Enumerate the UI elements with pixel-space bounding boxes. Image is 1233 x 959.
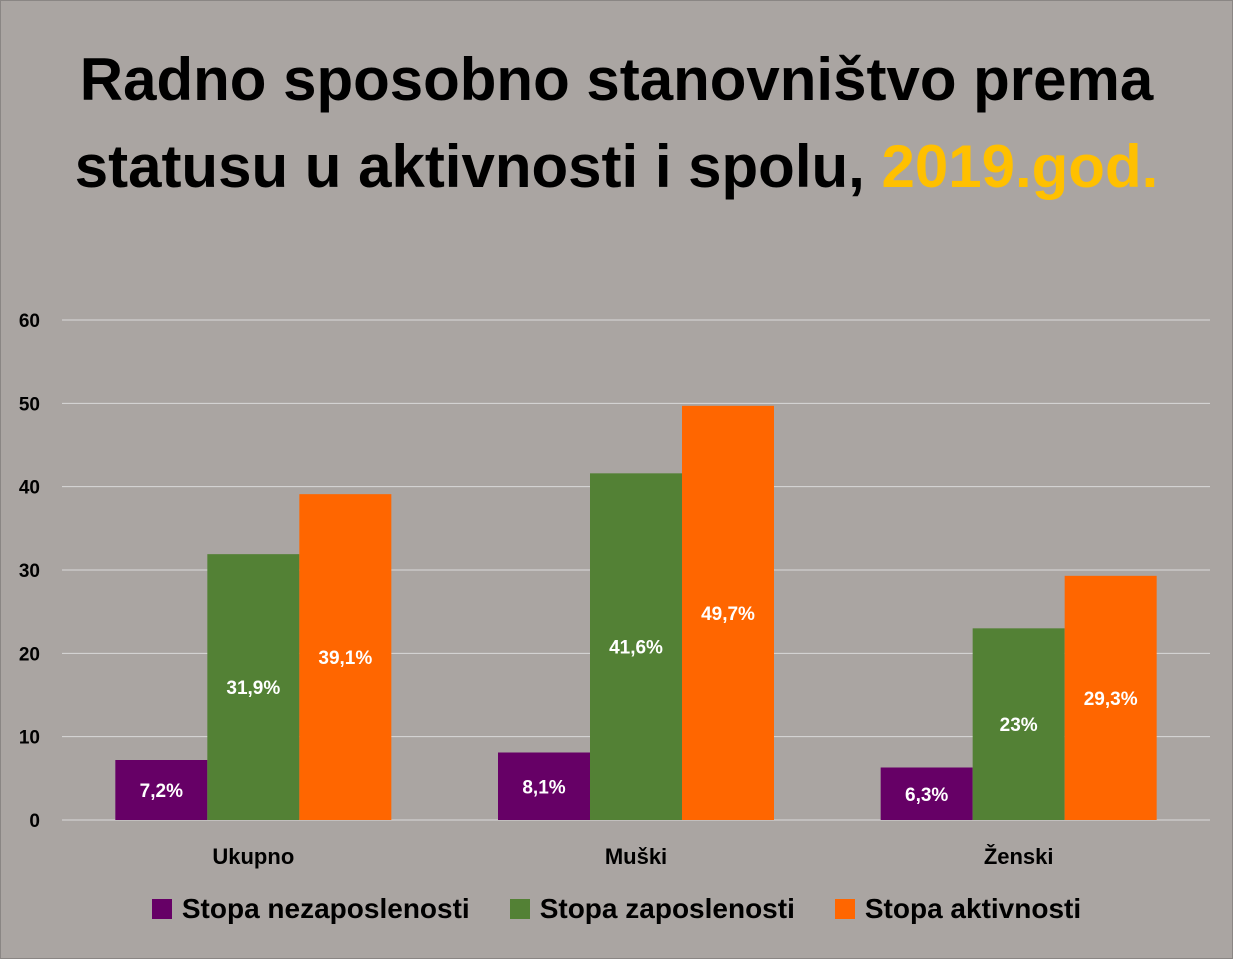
legend-label-employment: Stopa zaposlenosti (539, 893, 795, 924)
data-label: 29,3% (1084, 689, 1138, 710)
y-tick-label: 50 (19, 394, 40, 415)
data-label: 23% (1000, 715, 1038, 736)
legend-swatch-unemployment (151, 899, 172, 919)
y-tick-label: 20 (19, 644, 40, 665)
bar (590, 473, 682, 820)
legend-label-activity: Stopa aktivnosti (864, 893, 1082, 924)
bar (880, 767, 973, 820)
data-label: 49,7% (701, 604, 755, 625)
y-tick-label: 0 (29, 811, 40, 832)
y-tick-label: 60 (19, 311, 40, 332)
legend-swatch-employment (509, 899, 530, 919)
bar (299, 494, 392, 820)
data-label: 41,6% (609, 638, 663, 659)
x-tick-label: Ženski (984, 844, 1054, 869)
legend: Stopa nezaposlenosti Stopa zaposlenosti … (0, 893, 1233, 925)
bar (498, 752, 590, 820)
y-tick-label: 40 (19, 478, 40, 499)
chart-title: Radno sposobno stanovništvo prema status… (0, 36, 1233, 210)
legend-item-unemployment: Stopa nezaposlenosti (151, 893, 470, 925)
bar (1064, 575, 1157, 820)
bar (682, 405, 774, 820)
data-label: 7,2% (140, 781, 183, 802)
data-label: 6,3% (905, 785, 948, 806)
legend-label-unemployment: Stopa nezaposlenosti (181, 893, 470, 924)
x-tick-label: Muški (605, 844, 667, 869)
y-tick-label: 10 (19, 728, 40, 749)
legend-swatch-activity (834, 899, 855, 919)
data-label: 39,1% (318, 648, 372, 669)
data-label: 8,1% (522, 777, 565, 798)
legend-item-activity: Stopa aktivnosti (834, 893, 1082, 925)
legend-item-employment: Stopa zaposlenosti (509, 893, 795, 925)
chart-title-main: Radno sposobno stanovništvo prema status… (74, 46, 1154, 200)
bar (972, 628, 1065, 820)
bar (207, 554, 300, 820)
chart-title-year: 2019.god. (881, 133, 1159, 200)
y-tick-label: 30 (19, 561, 40, 582)
x-tick-label: Ukupno (212, 844, 294, 869)
data-label: 31,9% (226, 678, 280, 699)
bar (115, 760, 208, 820)
